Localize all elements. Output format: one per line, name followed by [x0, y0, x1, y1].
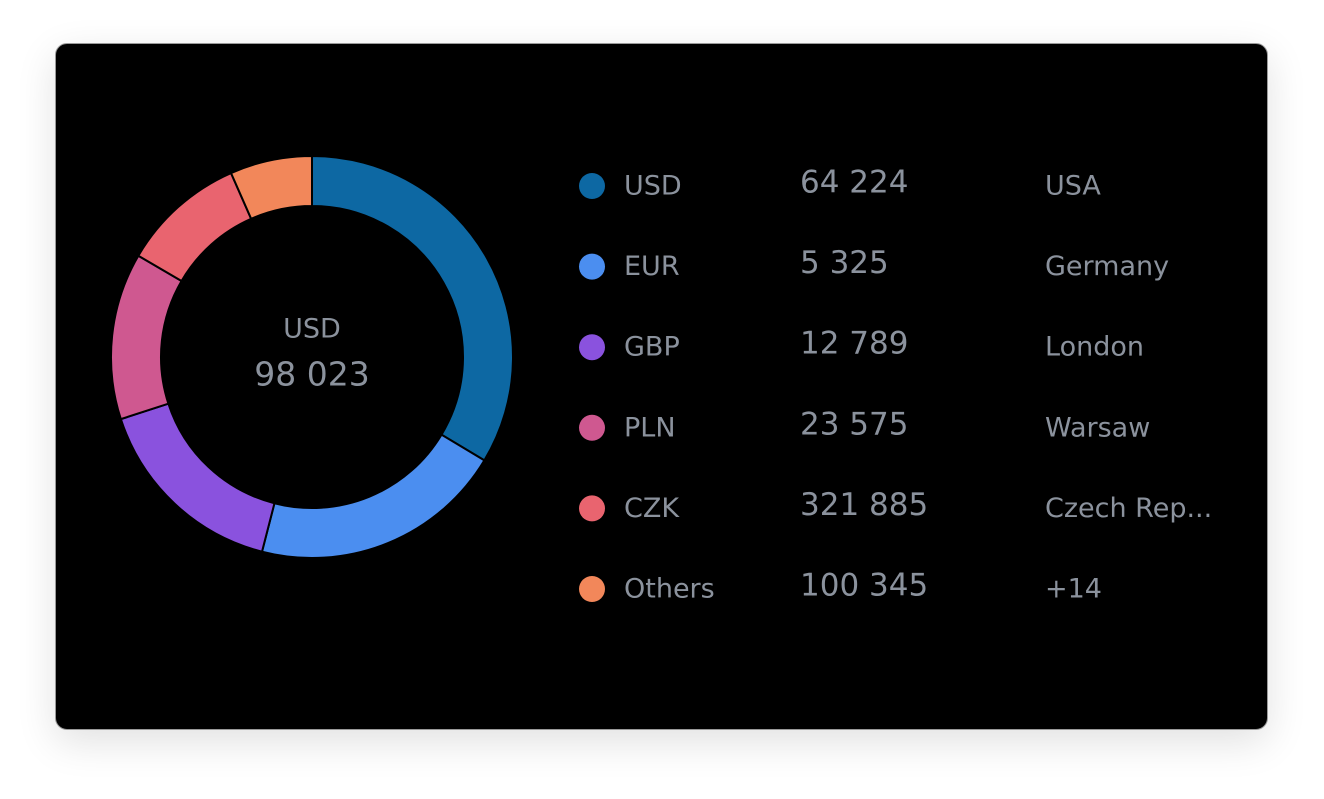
legend-location: Czech Rep...	[1045, 493, 1212, 524]
donut-segment	[110, 254, 183, 421]
legend-dot	[579, 253, 605, 280]
legend-dot	[579, 414, 605, 441]
legend-currency: Others	[624, 574, 715, 605]
legend-location: Germany	[1045, 251, 1169, 282]
legend-currency: PLN	[624, 412, 676, 443]
legend-amount: 321 885	[800, 487, 928, 523]
donut-segment	[311, 154, 514, 462]
legend-currency: EUR	[624, 251, 680, 282]
legend-amount: 12 789	[800, 326, 908, 362]
legend-location: London	[1045, 332, 1144, 363]
legend-dot	[579, 334, 605, 361]
donut-segment	[136, 171, 253, 283]
legend-dot	[579, 173, 605, 199]
legend-amount: 64 224	[800, 165, 908, 201]
donut-segment	[229, 154, 313, 221]
legend-location: Warsaw	[1045, 412, 1150, 443]
donut-segment	[260, 433, 486, 559]
center-label: USD	[283, 314, 341, 345]
legend-amount: 100 345	[800, 568, 928, 604]
donut-segment	[119, 402, 276, 553]
legend-amount: 23 575	[800, 406, 908, 442]
legend-amount: 5 325	[800, 245, 889, 281]
legend-dot	[579, 576, 605, 602]
legend-currency: GBP	[624, 332, 680, 363]
legend-currency: CZK	[624, 493, 680, 524]
legend-location: USA	[1045, 171, 1101, 202]
legend-location: +14	[1045, 574, 1102, 605]
center-value: 98 023	[254, 355, 369, 394]
legend-dot	[579, 495, 605, 522]
legend-currency: USD	[624, 171, 682, 202]
card	[55, 43, 1268, 730]
